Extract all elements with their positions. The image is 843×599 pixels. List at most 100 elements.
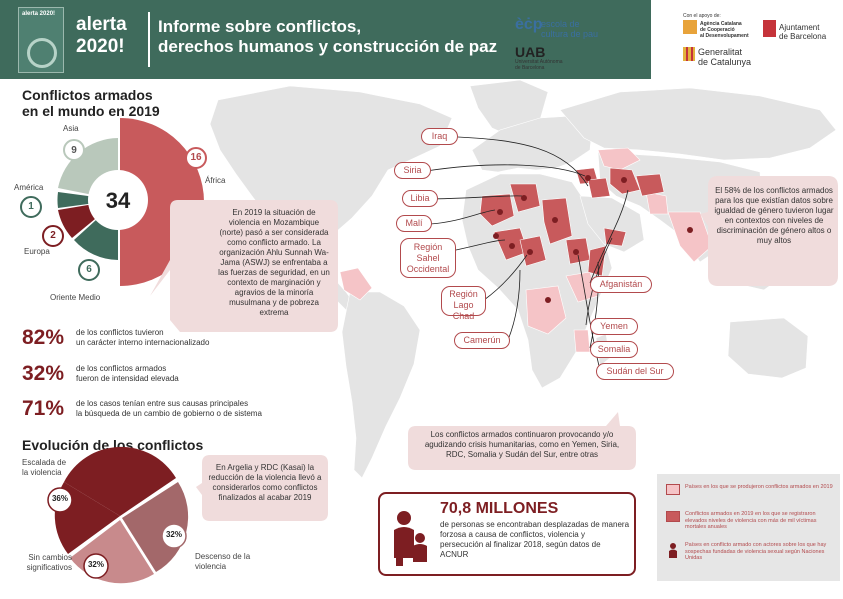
africa-value: 16 [190,152,202,163]
uab-logo: UAB [515,44,546,60]
south-america-shape [341,291,421,479]
america-label: América [14,183,44,192]
uab-line-1: Universitat Autònoma [515,59,563,65]
ajt-line-2: de Barcelona [779,32,827,41]
gender-callout-shape [700,176,838,286]
map-label-yemen: Yemen [590,318,638,335]
report-cover-thumbnail: alerta 2020! [18,7,64,73]
eye-icon [27,38,57,68]
acc-line-3: al Desenvolupament [700,33,749,39]
asia-label: Asia [63,124,79,133]
sin-cambios-value: 32% [87,560,104,569]
somalia-leader-line [589,261,599,349]
violence-marker-icon [585,175,591,181]
map-label-siria: Siria [394,162,431,179]
stat-32-line-1: de los conflictos armados [76,364,167,373]
mozambique-note: En 2019 la situación de violencia en Moz… [218,208,330,317]
stat-71-text: de los casos tenían entre sus causas pri… [76,399,262,419]
camerun-leader-line [507,269,521,341]
acc-line-1: Agència Catalana [700,21,742,27]
asia-value-circle [63,139,85,161]
stat-82-number: 82% [22,326,65,349]
descenso-value: 32% [165,530,182,539]
humanitarian-note: Los conflictos armados continuaron provo… [424,430,620,459]
violence-marker-icon [687,227,693,233]
map-label-camerun: Camerún [454,332,510,349]
europa-label: Europa [24,247,50,256]
sin-cambios-label: Sin cambios significativos [26,553,72,572]
chad-leader-line [483,254,528,301]
conflicts-title-line-2: en el mundo en 2019 [22,103,160,119]
europe-shape [471,115,593,173]
map-label-libia: Libia [402,190,438,207]
yemen-shape [603,227,627,247]
legend-item-3: Países en conflicto armado con actores s… [685,542,827,561]
violence-marker-icon [521,195,527,201]
violence-marker-icon [509,243,515,249]
stat-32-number: 32% [22,362,65,385]
violence-marker-icon [552,217,558,223]
violence-marker-icon [527,249,533,255]
america-segment [57,192,118,208]
ajuntament-shield-icon [763,20,776,37]
rdc-shape [525,285,567,335]
brand-line-2: 2020! [76,36,125,57]
acc-logo-icon [683,20,697,34]
title-line-2: derechos humanos y construcción de paz [158,37,498,56]
stat-32-text: de los conflictos armados fueron de inte… [76,364,179,384]
conflicts-total: 34 [105,188,131,213]
america-value: 1 [28,201,34,212]
ajt-line-1: Ajuntament [779,23,820,32]
libia-leader-line [431,195,523,200]
acc-logo-text: Agència Catalana de Cooperació al Desenv… [700,21,749,39]
violence-marker-icon [621,177,627,183]
pakistan-shape [645,191,669,215]
ecp-line-1: escola de [541,19,580,29]
north-asia-shape [559,87,837,161]
conflicts-title-line-1: Conflictos armados [22,87,153,103]
uab-line-2: de Barcelona [515,65,545,71]
ecp-logo-text: escola de cultura de pau [541,19,598,39]
map-label-afganistan: Afganistán [590,276,652,293]
displaced-headline: 70,8 MILLONES [440,500,559,517]
map-label-somalia: Somalia [590,341,638,358]
oriente-value-circle [78,259,100,281]
oriente-medio-label: Oriente Medio [50,293,101,302]
iraq-leader-line [457,136,589,187]
support-label: Con el apoyo de: [683,13,721,19]
violence-marker-icon [545,297,551,303]
generalitat-logo-text: Generalitat de Catalunya [698,47,751,67]
legend-marker-icon [669,543,677,558]
header-bar [0,0,651,79]
stat-71-line-1: de los casos tenían entre sus causas pri… [76,399,249,408]
argelia-callout-shape [196,455,328,521]
brand-title: alerta 2020! [76,14,127,58]
legend-item-1: Países en los que se produjeron conflict… [685,484,833,490]
legend-pale-swatch [666,484,680,495]
brand-line-1: alerta [76,14,127,35]
ecp-line-2: cultura de pau [541,29,599,39]
colombia-shape [339,267,373,301]
africa-value-circle [185,147,207,169]
gen-line-2: de Catalunya [698,57,752,67]
ajuntament-logo-text: Ajuntament de Barcelona [779,23,826,41]
descenso-segment [122,482,189,572]
legend-dark-swatch [666,511,680,522]
descenso-label: Descenso de la violencia [195,552,251,571]
sahel-leader-line [455,239,506,251]
evolution-pie-chart [47,446,189,584]
australia-shape [727,317,809,379]
sin-value-circle [83,553,109,579]
india-shape [667,211,713,263]
violence-marker-icon [493,233,499,239]
america-value-circle [20,196,42,218]
violence-marker-icon [573,249,579,255]
header-separator [148,12,150,67]
cover-text: alerta 2020! [22,11,56,17]
donut-center [88,170,148,230]
evolution-title: Evolución de los conflictos [22,437,204,453]
escalada-label: Escalada de la violencia [22,458,67,477]
map-label-sudan-sur: Sudán del Sur [596,363,674,380]
map-label-sahel: Región Sahel Occidental [400,238,456,278]
arabia-shape [579,195,645,253]
